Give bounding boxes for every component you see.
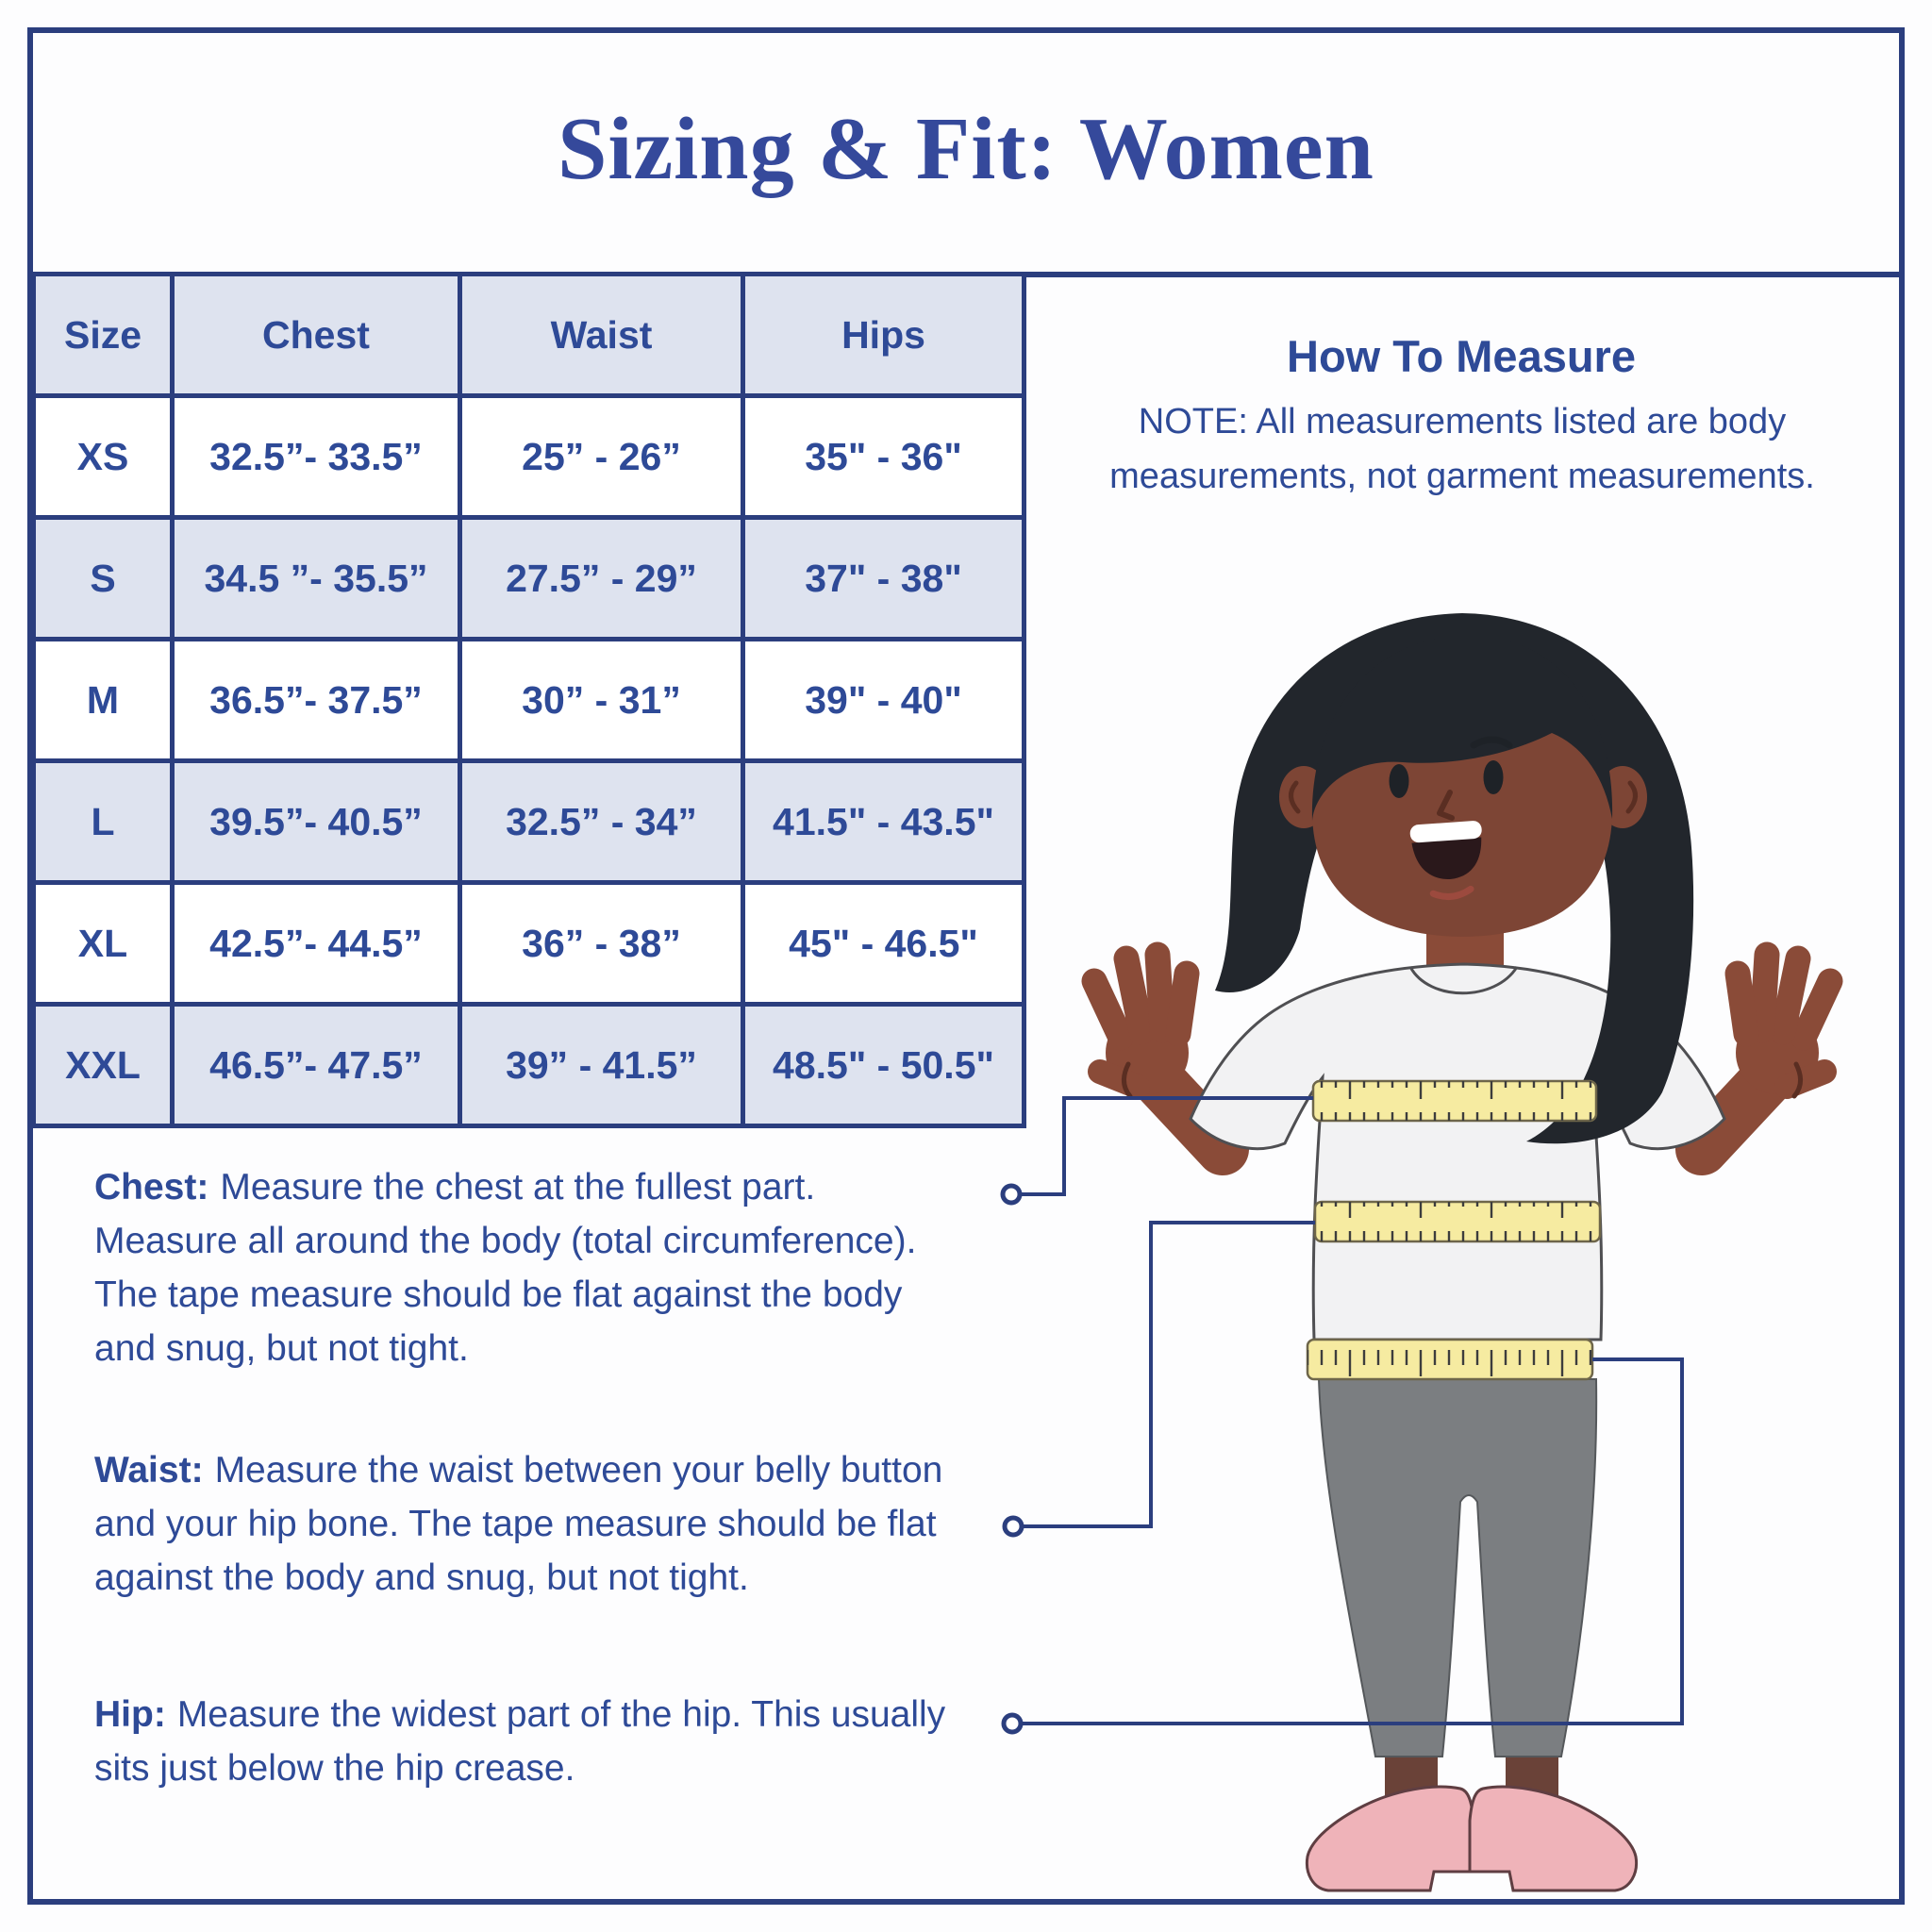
figure-eyes	[1389, 760, 1504, 798]
chest-measuring-tape	[1311, 1079, 1598, 1123]
waist-instruction-label: Waist:	[94, 1450, 204, 1491]
table-row: XS 32.5”- 33.5” 25” - 26” 35" - 36"	[31, 393, 1026, 520]
chest-cell: 42.5”- 44.5”	[170, 880, 462, 1007]
column-header-size: Size	[31, 272, 175, 398]
size-cell: M	[31, 637, 175, 763]
figure-eyebrow	[1470, 736, 1513, 749]
size-cell: XXL	[31, 1002, 175, 1128]
waist-cell: 39” - 41.5”	[458, 1002, 745, 1128]
figure-collar	[1408, 966, 1519, 995]
figure-nose	[1437, 790, 1455, 821]
hip-connector-line	[1021, 1357, 1684, 1725]
chest-instruction: Chest: Measure the chest at the fullest p…	[94, 1160, 1000, 1375]
waist-connector-dot	[1002, 1515, 1024, 1538]
table-row: XL 42.5”- 44.5” 36” - 38” 45" - 46.5"	[31, 880, 1026, 1007]
hips-cell: 48.5" - 50.5"	[741, 1002, 1026, 1128]
waist-measuring-tape	[1313, 1200, 1602, 1243]
figure-left-foot	[1305, 1747, 1475, 1892]
table-header-row: Size Chest Waist Hips	[31, 272, 1026, 398]
hip-measuring-tape	[1306, 1338, 1594, 1381]
table-row: S 34.5 ”- 35.5” 27.5” - 29” 37" - 38"	[31, 515, 1026, 641]
chest-instruction-label: Chest:	[94, 1167, 209, 1208]
size-cell: XL	[31, 880, 175, 1007]
page-title: Sizing & Fit: Women	[558, 100, 1374, 198]
waist-cell: 32.5” - 34”	[458, 758, 745, 885]
waist-cell: 25” - 26”	[458, 393, 745, 520]
figure-right-arm	[1675, 941, 1843, 1175]
size-cell: L	[31, 758, 175, 885]
measuring-woman-illustration	[1000, 613, 1843, 1892]
chest-cell: 32.5”- 33.5”	[170, 393, 462, 520]
hips-cell: 35" - 36"	[741, 393, 1026, 520]
column-header-hips: Hips	[741, 272, 1026, 398]
chest-connector-dot	[1000, 1183, 1023, 1206]
hip-instruction-label: Hip:	[94, 1694, 166, 1735]
chest-cell: 34.5 ”- 35.5”	[170, 515, 462, 641]
waist-connector-line	[1022, 1221, 1315, 1528]
waist-cell: 30” - 31”	[458, 637, 745, 763]
column-header-chest: Chest	[170, 272, 462, 398]
hips-cell: 37" - 38"	[741, 515, 1026, 641]
how-to-measure-heading: How To Measure	[1287, 331, 1636, 381]
hip-instruction-text: Measure the widest part of the hip. This…	[94, 1694, 946, 1789]
figure-leggings	[1317, 1378, 1598, 1757]
waist-cell: 36” - 38”	[458, 880, 745, 1007]
hips-cell: 41.5" - 43.5"	[741, 758, 1026, 885]
size-chart-table: Size Chest Waist Hips XS 32.5”- 33.5” 25…	[31, 272, 1026, 1128]
figure-hair-fringe	[1311, 635, 1613, 821]
hips-cell: 45" - 46.5"	[741, 880, 1026, 1007]
measurement-note: NOTE: All measurements listed are body m…	[1109, 402, 1815, 496]
table-row: XXL 46.5”- 47.5” 39” - 41.5” 48.5" - 50.…	[31, 1002, 1026, 1128]
figure-right-foot	[1468, 1747, 1639, 1892]
hips-cell: 39" - 40"	[741, 637, 1026, 763]
figure-mouth	[1409, 821, 1482, 901]
column-header-waist: Waist	[458, 272, 745, 398]
chest-connector-line	[1020, 1096, 1313, 1196]
hip-instruction: Hip: Measure the widest part of the hip. …	[94, 1688, 1000, 1795]
chest-cell: 46.5”- 47.5”	[170, 1002, 462, 1128]
size-cell: S	[31, 515, 175, 641]
table-row: L 39.5”- 40.5” 32.5” - 34” 41.5" - 43.5"	[31, 758, 1026, 885]
waist-instruction-text: Measure the waist between your belly but…	[94, 1450, 943, 1598]
chest-instruction-text: Measure the chest at the fullest part. M…	[94, 1167, 917, 1369]
table-row: M 36.5”- 37.5” 30” - 31” 39" - 40"	[31, 637, 1026, 763]
size-cell: XS	[31, 393, 175, 520]
chest-cell: 39.5”- 40.5”	[170, 758, 462, 885]
chest-cell: 36.5”- 37.5”	[170, 637, 462, 763]
hip-connector-dot	[1001, 1712, 1024, 1735]
waist-cell: 27.5” - 29”	[458, 515, 745, 641]
waist-instruction: Waist: Measure the waist between your bel…	[94, 1443, 1000, 1605]
